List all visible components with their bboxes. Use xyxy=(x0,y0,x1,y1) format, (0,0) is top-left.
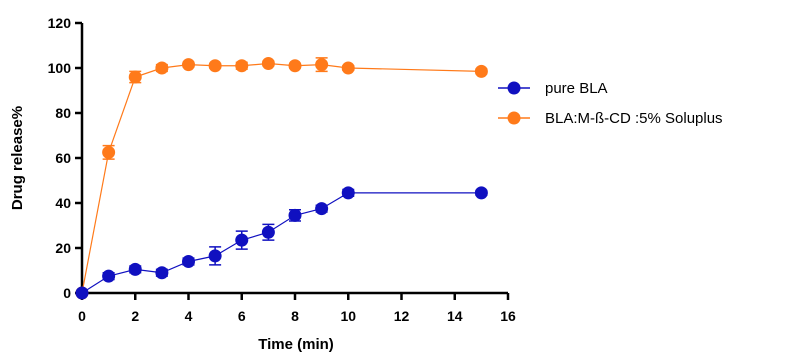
data-point xyxy=(155,266,169,280)
series-layer xyxy=(75,57,488,300)
data-point xyxy=(315,202,329,216)
x-tick-label: 10 xyxy=(340,308,356,324)
data-point xyxy=(128,70,142,84)
data-point xyxy=(208,59,222,73)
series-line xyxy=(81,192,482,294)
data-point xyxy=(341,61,355,75)
y-tick-label: 120 xyxy=(48,15,72,31)
data-point xyxy=(75,286,89,300)
legend-label: pure BLA xyxy=(545,80,608,97)
data-point xyxy=(155,61,169,75)
y-tick-label: 60 xyxy=(55,150,71,166)
data-point xyxy=(182,58,195,72)
series-line xyxy=(81,62,482,294)
x-tick-label: 8 xyxy=(291,308,299,324)
y-tick-label: 100 xyxy=(48,60,72,76)
data-point xyxy=(474,186,488,200)
y-tick-label: 80 xyxy=(55,105,71,121)
x-tick-label: 6 xyxy=(238,308,246,324)
y-axis-title: Drug release% xyxy=(9,106,26,210)
data-point xyxy=(261,225,275,239)
y-tick-label: 0 xyxy=(63,285,71,301)
x-tick-label: 12 xyxy=(394,308,410,324)
axes: 0 2 4 6 8 10 12 14 16 0 20 40 60 80 100 120 xyxy=(48,15,516,324)
x-tick-label: 14 xyxy=(447,308,463,324)
data-point xyxy=(102,145,116,159)
data-point xyxy=(182,255,195,268)
data-point xyxy=(102,269,116,283)
x-tick-label: 0 xyxy=(78,308,86,324)
data-point xyxy=(341,186,355,200)
data-point xyxy=(128,262,142,276)
x-axis-title: Time (min) xyxy=(258,336,334,352)
data-point xyxy=(315,58,329,72)
legend-item-1: pure BLA xyxy=(498,80,608,97)
x-tick-label: 2 xyxy=(131,308,139,324)
legend-marker xyxy=(507,111,521,125)
data-point xyxy=(261,57,275,70)
legend-item-2: BLA:M-ß-CD :5% Soluplus xyxy=(498,110,723,127)
legend: pure BLA BLA:M-ß-CD :5% Soluplus xyxy=(498,80,723,127)
y-tick-label: 20 xyxy=(55,240,71,256)
legend-marker xyxy=(507,81,521,95)
y-tick-label: 40 xyxy=(55,195,71,211)
data-point xyxy=(208,249,222,263)
x-tick-label: 4 xyxy=(185,308,193,324)
series-2 xyxy=(75,57,488,300)
data-point xyxy=(288,59,302,73)
x-tick-label: 16 xyxy=(500,308,516,324)
legend-label: BLA:M-ß-CD :5% Soluplus xyxy=(545,110,723,127)
data-point xyxy=(235,59,249,73)
data-point xyxy=(474,64,488,78)
data-point xyxy=(288,208,302,222)
data-point xyxy=(235,233,249,247)
series-1 xyxy=(75,186,488,300)
